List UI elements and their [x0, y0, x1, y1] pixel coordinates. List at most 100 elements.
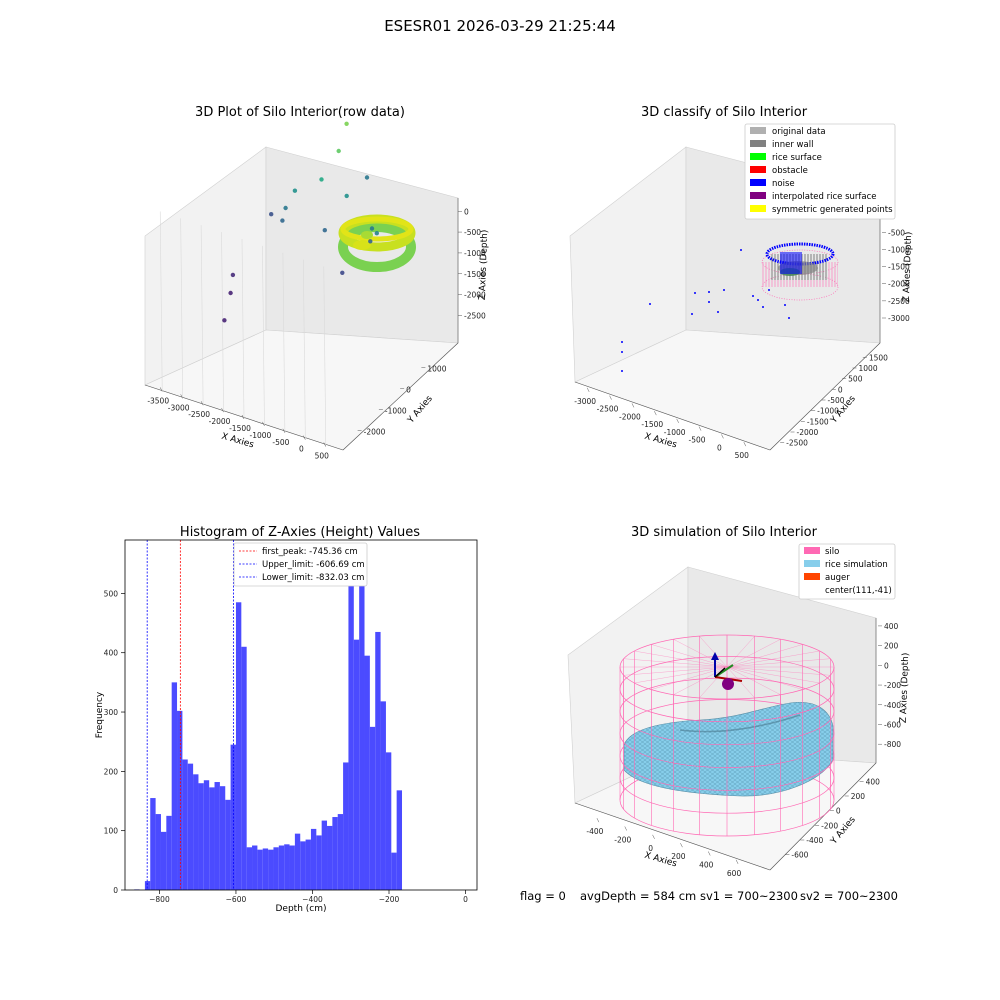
histogram-bar [166, 815, 172, 890]
status-sv2: sv2 = 700~2300 [800, 889, 898, 903]
histogram-bar [198, 783, 204, 890]
x-tick-label: -1000 [664, 428, 686, 437]
silo-ring-front [619, 666, 835, 700]
scatter-point [222, 318, 227, 323]
histogram-bar [182, 759, 188, 890]
histogram-bars [134, 558, 403, 890]
z-tick-label: -600 [884, 720, 901, 729]
silo-roof-spoke [634, 666, 728, 684]
x-tick-label: -2000 [619, 412, 641, 421]
histogram-bar [327, 825, 333, 890]
z-tick-label: -500 [464, 228, 481, 237]
noise-point [708, 301, 710, 303]
z-tick-label: -400 [884, 701, 901, 710]
y-tick-label: 1000 [859, 364, 878, 373]
scatter-point [374, 231, 379, 236]
x-tick-label: -200 [614, 836, 631, 845]
y-tick-label: 400 [866, 777, 881, 786]
legend-label: interpolated rice surface [772, 192, 877, 202]
scatter-point [368, 239, 373, 244]
legend-swatch [750, 140, 766, 147]
silo-roof-spoke [726, 666, 831, 676]
silo-roof-spoke [623, 666, 728, 676]
histogram-bar [177, 710, 183, 890]
histogram-bar [337, 814, 344, 890]
auger-axes-marker [711, 652, 743, 690]
histogram-reference-lines [146, 540, 234, 890]
legend-swatch [750, 166, 766, 173]
histogram-bar [209, 787, 215, 890]
panel1-box [144, 146, 459, 451]
scatter-point [344, 193, 349, 199]
y-tick-label: -2000 [797, 428, 819, 437]
noise-point [649, 303, 651, 305]
histogram-bar [369, 726, 376, 890]
legend-label: silo [825, 547, 839, 557]
x-tick-label: 0 [717, 443, 722, 452]
panel2-tick-labels: -3000-2500-2000-1500-1000-5000500-2500-2… [574, 211, 910, 460]
z-tick-label: 0 [464, 207, 469, 216]
silo-roof-spoke [726, 666, 803, 690]
panel4-title: 3D simulation of Silo Interior [631, 525, 818, 540]
panel-raw-3d: 3D Plot of Silo Interior(row data) -3500… [144, 105, 490, 461]
legend-label: original data [772, 127, 826, 137]
legend-label: rice simulation [825, 560, 888, 570]
silo-roof-spoke [726, 666, 781, 695]
histogram-tick-labels: −800 −600 −400 −200 0 0 100 200 300 400 500 [104, 589, 468, 904]
histogram-bar [332, 817, 338, 890]
silo-roof-spoke [623, 658, 728, 668]
x-tick-label: 0 [299, 445, 304, 454]
z-tick-label: -1500 [464, 270, 486, 279]
noise-point [723, 289, 725, 291]
status-flag: flag = 0 [520, 889, 566, 903]
panel1-points [222, 121, 379, 323]
z-tick-label: -1000 [888, 245, 910, 254]
noise-point [621, 370, 623, 372]
legend-label: rice surface [772, 153, 822, 163]
z-tick-label: -200 [884, 681, 901, 690]
status-avg-depth: avgDepth = 584 cm [580, 889, 696, 903]
scatter-point [230, 272, 236, 278]
silo-roof-spoke [726, 635, 755, 668]
histogram-bar [396, 790, 403, 890]
histogram-bar [343, 762, 349, 890]
panel-histogram: Histogram of Z-Axies (Height) Values −80… [95, 525, 478, 914]
x-tick-label: -500 [689, 436, 706, 445]
legend-label: center(111,-41) [825, 586, 892, 596]
noise-point [717, 311, 719, 313]
histogram-bar [155, 814, 161, 890]
histogram-legend: first_peak: -745.36 cm Upper_limit: -606.… [233, 542, 368, 587]
silo-roof-spoke [673, 666, 728, 695]
x-tick-label: -1500 [229, 424, 251, 433]
y-tick-label: -1500 [807, 417, 829, 426]
histogram-bar [284, 844, 290, 890]
legend-label: auger [825, 573, 850, 583]
x-tick-label: -3000 [168, 403, 190, 412]
panel1-ylabel: Y Axies [406, 394, 435, 426]
z-tick-label: 200 [884, 642, 899, 651]
histogram-bar [348, 558, 354, 890]
panel4-legend: silo rice simulation auger center(111,-41) [798, 543, 896, 600]
legend-swatch [804, 560, 820, 567]
x-tick-label: -2000 [209, 417, 231, 426]
histogram-bar [214, 782, 220, 890]
histogram-bar [294, 833, 301, 890]
histogram-bar [385, 752, 392, 890]
z-tick-label: -2500 [464, 311, 486, 320]
histogram-bar [257, 849, 263, 890]
histogram-bar [252, 845, 258, 890]
x-tick-label: −400 [302, 895, 323, 904]
x-tick-label: −800 [149, 895, 170, 904]
histogram-bar [391, 852, 397, 890]
silo-roof-spoke [726, 639, 781, 668]
y-tick-label: 400 [104, 649, 119, 658]
x-tick-label: -500 [272, 438, 289, 447]
histogram-bar [364, 655, 370, 890]
z-tick-label: -1500 [888, 263, 910, 272]
histogram-bar [144, 881, 151, 890]
panel1-title: 3D Plot of Silo Interior(row data) [195, 105, 405, 120]
legend-label: obstacle [772, 166, 808, 176]
histogram-bar [305, 839, 311, 890]
z-tick-label: 0 [884, 661, 889, 670]
legend-label: first_peak: -745.36 cm [262, 547, 358, 557]
